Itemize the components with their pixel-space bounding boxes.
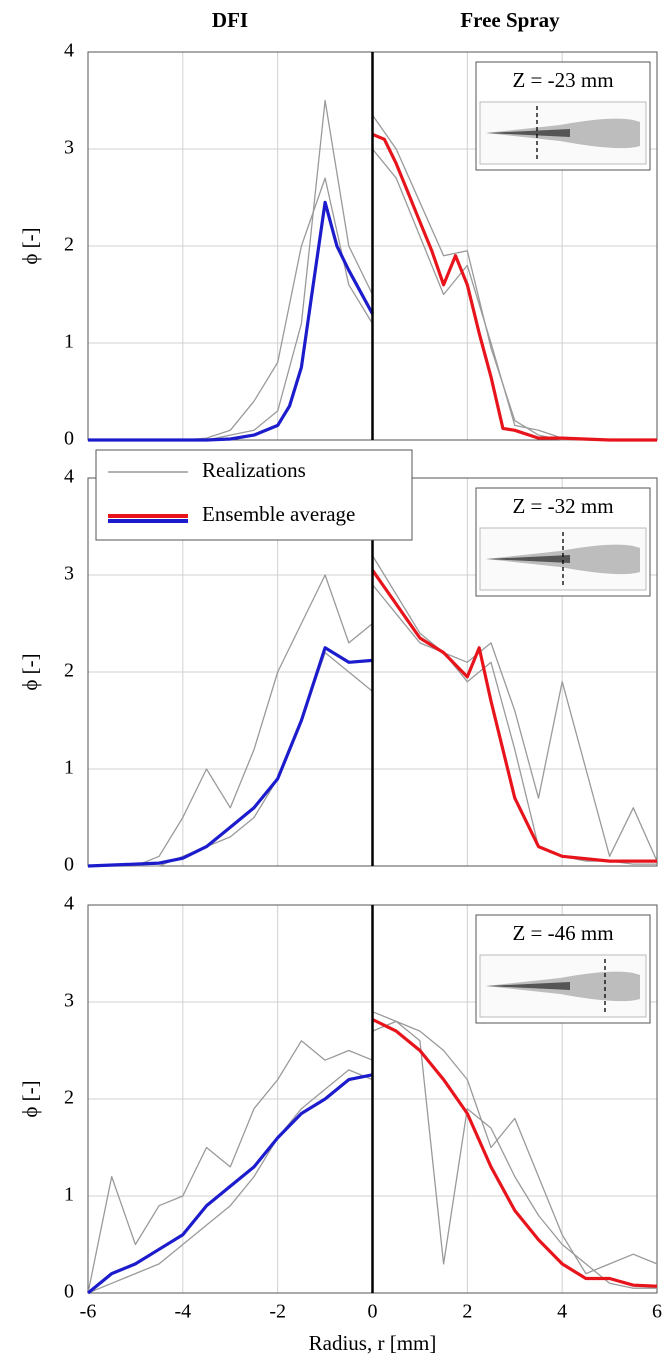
line-series	[87, 1040, 373, 1294]
legend-label: Realizations	[202, 458, 306, 482]
y-tick-label: 0	[64, 854, 74, 876]
line-series	[86, 1073, 373, 1295]
spray-core	[486, 129, 570, 137]
inset-label: Z = -46 mm	[512, 921, 613, 945]
line-series	[371, 1018, 658, 1288]
inset-label: Z = -32 mm	[512, 494, 613, 518]
x-tick-label: 4	[557, 1301, 567, 1323]
y-axis-label: ϕ [-]	[18, 227, 42, 264]
y-tick-label: 1	[64, 331, 74, 353]
inset-label: Z = -23 mm	[512, 68, 613, 92]
y-tick-label: 2	[64, 660, 74, 682]
line-series	[87, 646, 373, 868]
line-series	[87, 1069, 373, 1294]
spray-core	[486, 982, 570, 990]
line-series	[371, 555, 658, 862]
line-series	[371, 569, 657, 863]
y-tick-label: 1	[64, 757, 74, 779]
legend-box	[95, 449, 413, 541]
y-tick-label: 3	[64, 990, 74, 1012]
y-tick-label: 4	[64, 893, 74, 915]
column-title: DFI	[212, 8, 248, 32]
line-series	[372, 1020, 657, 1289]
x-tick-label: -4	[174, 1301, 191, 1323]
y-tick-label: 4	[64, 40, 74, 62]
spray-core	[486, 555, 570, 563]
x-axis-label: Radius, r [mm]	[309, 1331, 437, 1355]
x-tick-label: -6	[80, 1301, 97, 1323]
line-series	[371, 132, 657, 442]
y-tick-label: 4	[64, 466, 74, 488]
column-title: Free Spray	[460, 8, 560, 32]
line-series	[372, 1011, 658, 1275]
y-axis-label: ϕ [-]	[18, 1080, 42, 1117]
y-tick-label: 1	[64, 1184, 74, 1206]
legend-label: Ensemble average	[202, 502, 355, 526]
y-tick-label: 0	[64, 1281, 74, 1303]
y-tick-label: 2	[64, 1087, 74, 1109]
y-axis-label: ϕ [-]	[18, 653, 42, 690]
x-tick-label: -2	[269, 1301, 286, 1323]
line-series	[88, 200, 374, 442]
y-tick-label: 3	[64, 137, 74, 159]
y-tick-label: 0	[64, 428, 74, 450]
x-tick-label: 6	[652, 1301, 662, 1323]
x-tick-label: 0	[368, 1301, 378, 1323]
y-tick-label: 2	[64, 234, 74, 256]
y-tick-label: 3	[64, 563, 74, 585]
x-tick-label: 2	[462, 1301, 472, 1323]
